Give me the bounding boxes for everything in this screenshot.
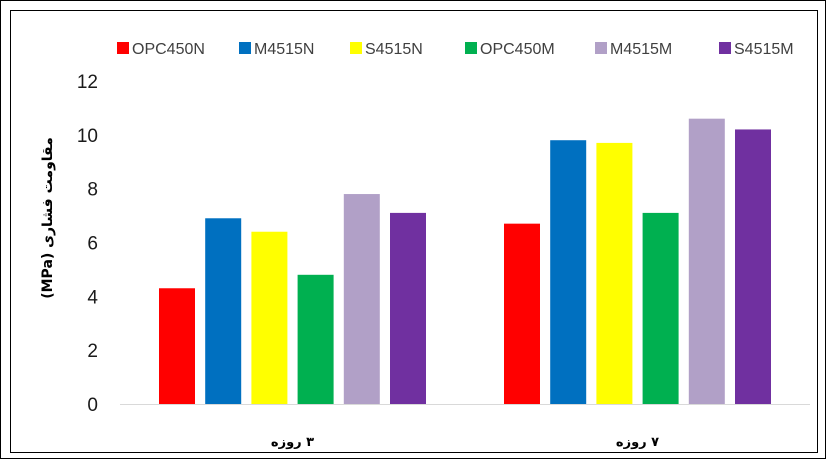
- legend-label: M4515M: [610, 41, 672, 58]
- bar-opc450n-1: [159, 288, 195, 404]
- y-tick-label: 6: [87, 234, 98, 255]
- y-tick-label: 12: [77, 72, 98, 93]
- x-tick-label: ۷ روزه: [616, 435, 659, 450]
- legend-label: M4515N: [254, 41, 314, 58]
- legend-swatch: [595, 42, 607, 54]
- bar-opc450n-2: [504, 223, 540, 404]
- legend-label: OPC450N: [132, 41, 205, 58]
- bar-m4515m-2: [688, 118, 725, 404]
- chart-area-border: [10, 10, 818, 453]
- legend-swatch: [117, 42, 129, 54]
- bar-s4515n-1: [251, 231, 288, 404]
- legend-swatch: [350, 42, 362, 54]
- bar-m4515m-1: [343, 194, 380, 404]
- y-tick-label: 8: [87, 180, 98, 201]
- legend-label: S4515N: [365, 41, 423, 58]
- x-axis: ۳ روزه ۷ روزه: [120, 404, 810, 450]
- legend-label: OPC450M: [480, 41, 555, 58]
- bar-s4515m-2: [735, 129, 771, 404]
- y-tick-label: 10: [77, 126, 98, 147]
- bar-s4515m-1: [390, 212, 426, 404]
- legend-swatch: [719, 42, 731, 54]
- legend-label: S4515M: [734, 41, 794, 58]
- bar-opc450m-2: [642, 212, 679, 404]
- bar-m4515n-2: [550, 140, 587, 404]
- y-tick-label: 0: [87, 395, 98, 416]
- bar-s4515n-2: [596, 142, 633, 405]
- bar-opc450m-1: [297, 274, 334, 404]
- legend-swatch: [239, 42, 251, 54]
- legend-swatch: [465, 42, 477, 54]
- bars: [159, 118, 771, 405]
- legend: OPC450N M4515N S4515N OPC450M M4515M S4515M: [117, 41, 794, 58]
- y-axis-label: مقاومت فشاری (MPa): [40, 137, 56, 299]
- y-axis: 0 2 4 6 8 10 12: [77, 72, 99, 416]
- x-tick-label: ۳ روزه: [271, 435, 314, 450]
- bar-m4515n-1: [205, 218, 242, 404]
- y-tick-label: 4: [87, 287, 98, 308]
- y-tick-label: 2: [87, 341, 98, 362]
